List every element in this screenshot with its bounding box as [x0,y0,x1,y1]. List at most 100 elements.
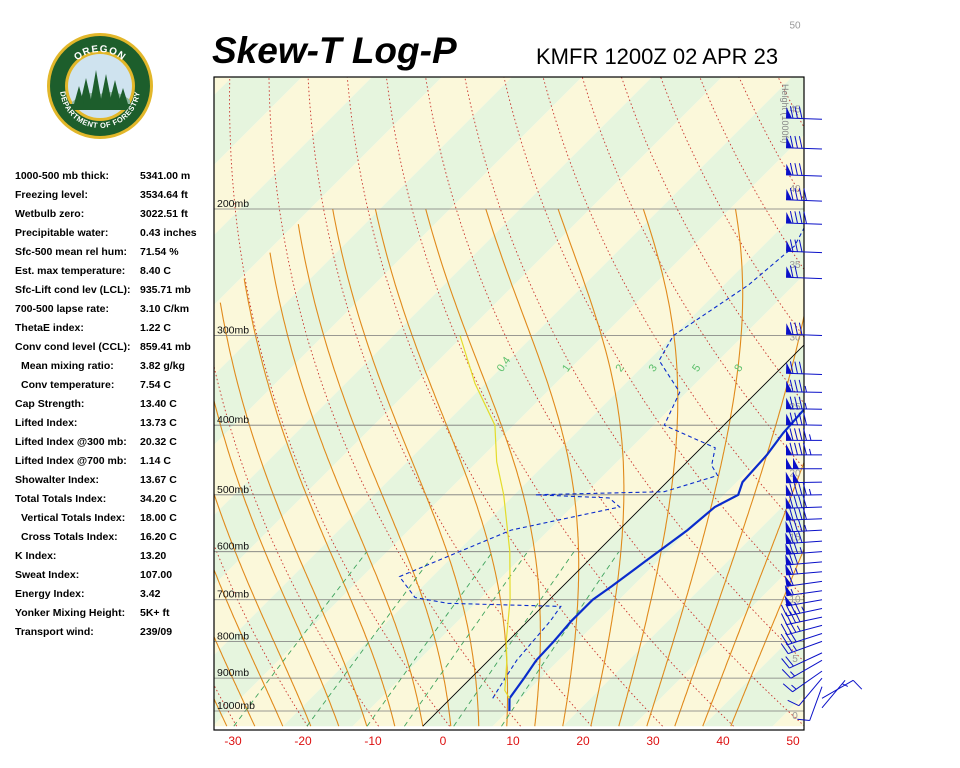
index-row: Freezing level: 3534.64 ft [15,187,215,206]
wind-barb [785,210,823,225]
index-row: Showalter Index: 13.67 C [15,472,215,491]
index-value: 3.42 [140,588,161,600]
height-tick-label: 10 [789,594,801,605]
moist-adiabat-line [214,398,340,727]
wind-barb [785,519,823,533]
index-value: 3022.51 ft [140,208,188,220]
mixing-ratio-line [233,551,368,727]
index-value: 13.67 C [140,474,177,486]
moist-adiabat-line [646,208,744,727]
mixing-ratio-line [453,551,575,727]
temperature-band [843,75,960,727]
isobar-label: 200mb [217,198,249,210]
moist-adiabat-line [98,425,199,726]
index-row: K Index: 13.20 [15,548,215,567]
moist-adiabat-line [214,492,312,727]
dry-adiabat-line [816,75,960,727]
wind-barb [785,379,823,393]
wind-barb [785,322,823,336]
wind-barb [785,428,823,441]
wind-barb [785,106,823,120]
mixing-ratio-label: 1 [560,362,573,374]
moist-adiabat-line [374,208,509,727]
wind-barb [785,187,823,202]
index-label: Lifted Index @700 mb: [15,455,127,467]
wind-barb [785,412,823,426]
index-value: 34.20 C [140,493,177,505]
index-row: Conv cond level (CCL): 859.41 mb [15,339,215,358]
height-tick-label: 20 [789,469,801,480]
index-label: ThetaE index: [15,322,84,334]
dry-adiabat-line [660,77,804,338]
index-row: Est. max temperature: 8.40 C [15,263,215,282]
temperature-profile-line [508,407,804,712]
x-tick-label: -20 [294,734,312,748]
index-label: Wetbulb zero: [15,208,85,220]
index-label: Yonker Mixing Height: [15,607,126,619]
x-tick-label: 10 [506,734,520,748]
parcel-profile-line [459,335,511,699]
x-tick-label: 20 [576,734,590,748]
index-label: Cross Totals Index: [21,531,118,543]
temperature-band [214,134,804,727]
moist-adiabat-line [297,224,452,727]
height-tick-label: 25 [789,402,801,413]
wind-barb [785,239,823,254]
mixing-ratio-line [404,551,529,727]
index-row: Sweat Index: 107.00 [15,567,215,586]
wind-barb [781,659,823,679]
isobar-label: 500mb [217,484,249,496]
x-tick-label: 40 [716,734,730,748]
index-value: 7.54 C [140,379,171,391]
wind-barb [785,541,823,555]
index-row: Lifted Index @700 mb: 1.14 C [15,453,215,472]
index-row: Cross Totals Index: 16.20 C [15,529,215,548]
index-row: Lifted Index @300 mb: 20.32 C [15,434,215,453]
temperature-band [352,274,804,727]
wind-barb [785,361,823,376]
dry-adiabat-line [307,77,592,727]
index-label: Conv cond level (CCL): [15,341,131,353]
index-label: Energy Index: [15,588,85,600]
mixing-ratio-label: 3 [647,362,660,374]
index-value: 859.41 mb [140,341,191,353]
isobar-label: 600mb [217,541,249,553]
index-row: ThetaE index: 1.22 C [15,320,215,339]
x-tick-label: 30 [646,734,660,748]
index-label: K Index: [15,550,57,562]
index-row: Cap Strength: 13.40 C [15,396,215,415]
index-row: 1000-500 mb thick: 5341.00 m [15,168,215,187]
index-row: Wetbulb zero: 3022.51 ft [15,206,215,225]
isobar-label: 400mb [217,414,249,426]
wind-barb [784,595,823,607]
plot-frame [213,76,805,731]
dry-adiabat-line [229,77,450,727]
index-value: 5K+ ft [140,607,170,619]
index-value: 5341.00 m [140,170,191,182]
dry-adiabat-line [464,77,804,662]
index-row: Total Totals Index: 34.20 C [15,491,215,510]
dry-adiabat-line [385,77,734,727]
index-label: Sfc-500 mean rel hum: [15,246,128,258]
dry-adiabat-line [933,75,960,727]
wind-barb [785,135,823,150]
temperature-band [0,75,24,727]
temperature-band [0,75,94,727]
x-tick-label: -30 [224,734,242,748]
height-tick-label: 30 [789,333,801,344]
index-value: 20.32 C [140,436,177,448]
index-value: 935.71 mb [140,284,191,296]
station-label: KMFR 1200Z 02 APR 23 [536,44,779,69]
index-value: 1.14 C [140,455,171,467]
chart-title: Skew-T Log-P [212,30,457,71]
wind-barb [785,495,823,509]
index-value: 3534.64 ft [140,189,188,201]
index-label: Conv temperature: [21,379,115,391]
moist-adiabat-line [243,278,396,727]
height-tick-label: 0 [792,711,798,722]
height-tick-label: 50 [789,21,801,32]
index-value: 13.40 C [140,398,177,410]
wind-barb [785,396,823,410]
mixing-ratio-label: 2 [614,362,627,374]
